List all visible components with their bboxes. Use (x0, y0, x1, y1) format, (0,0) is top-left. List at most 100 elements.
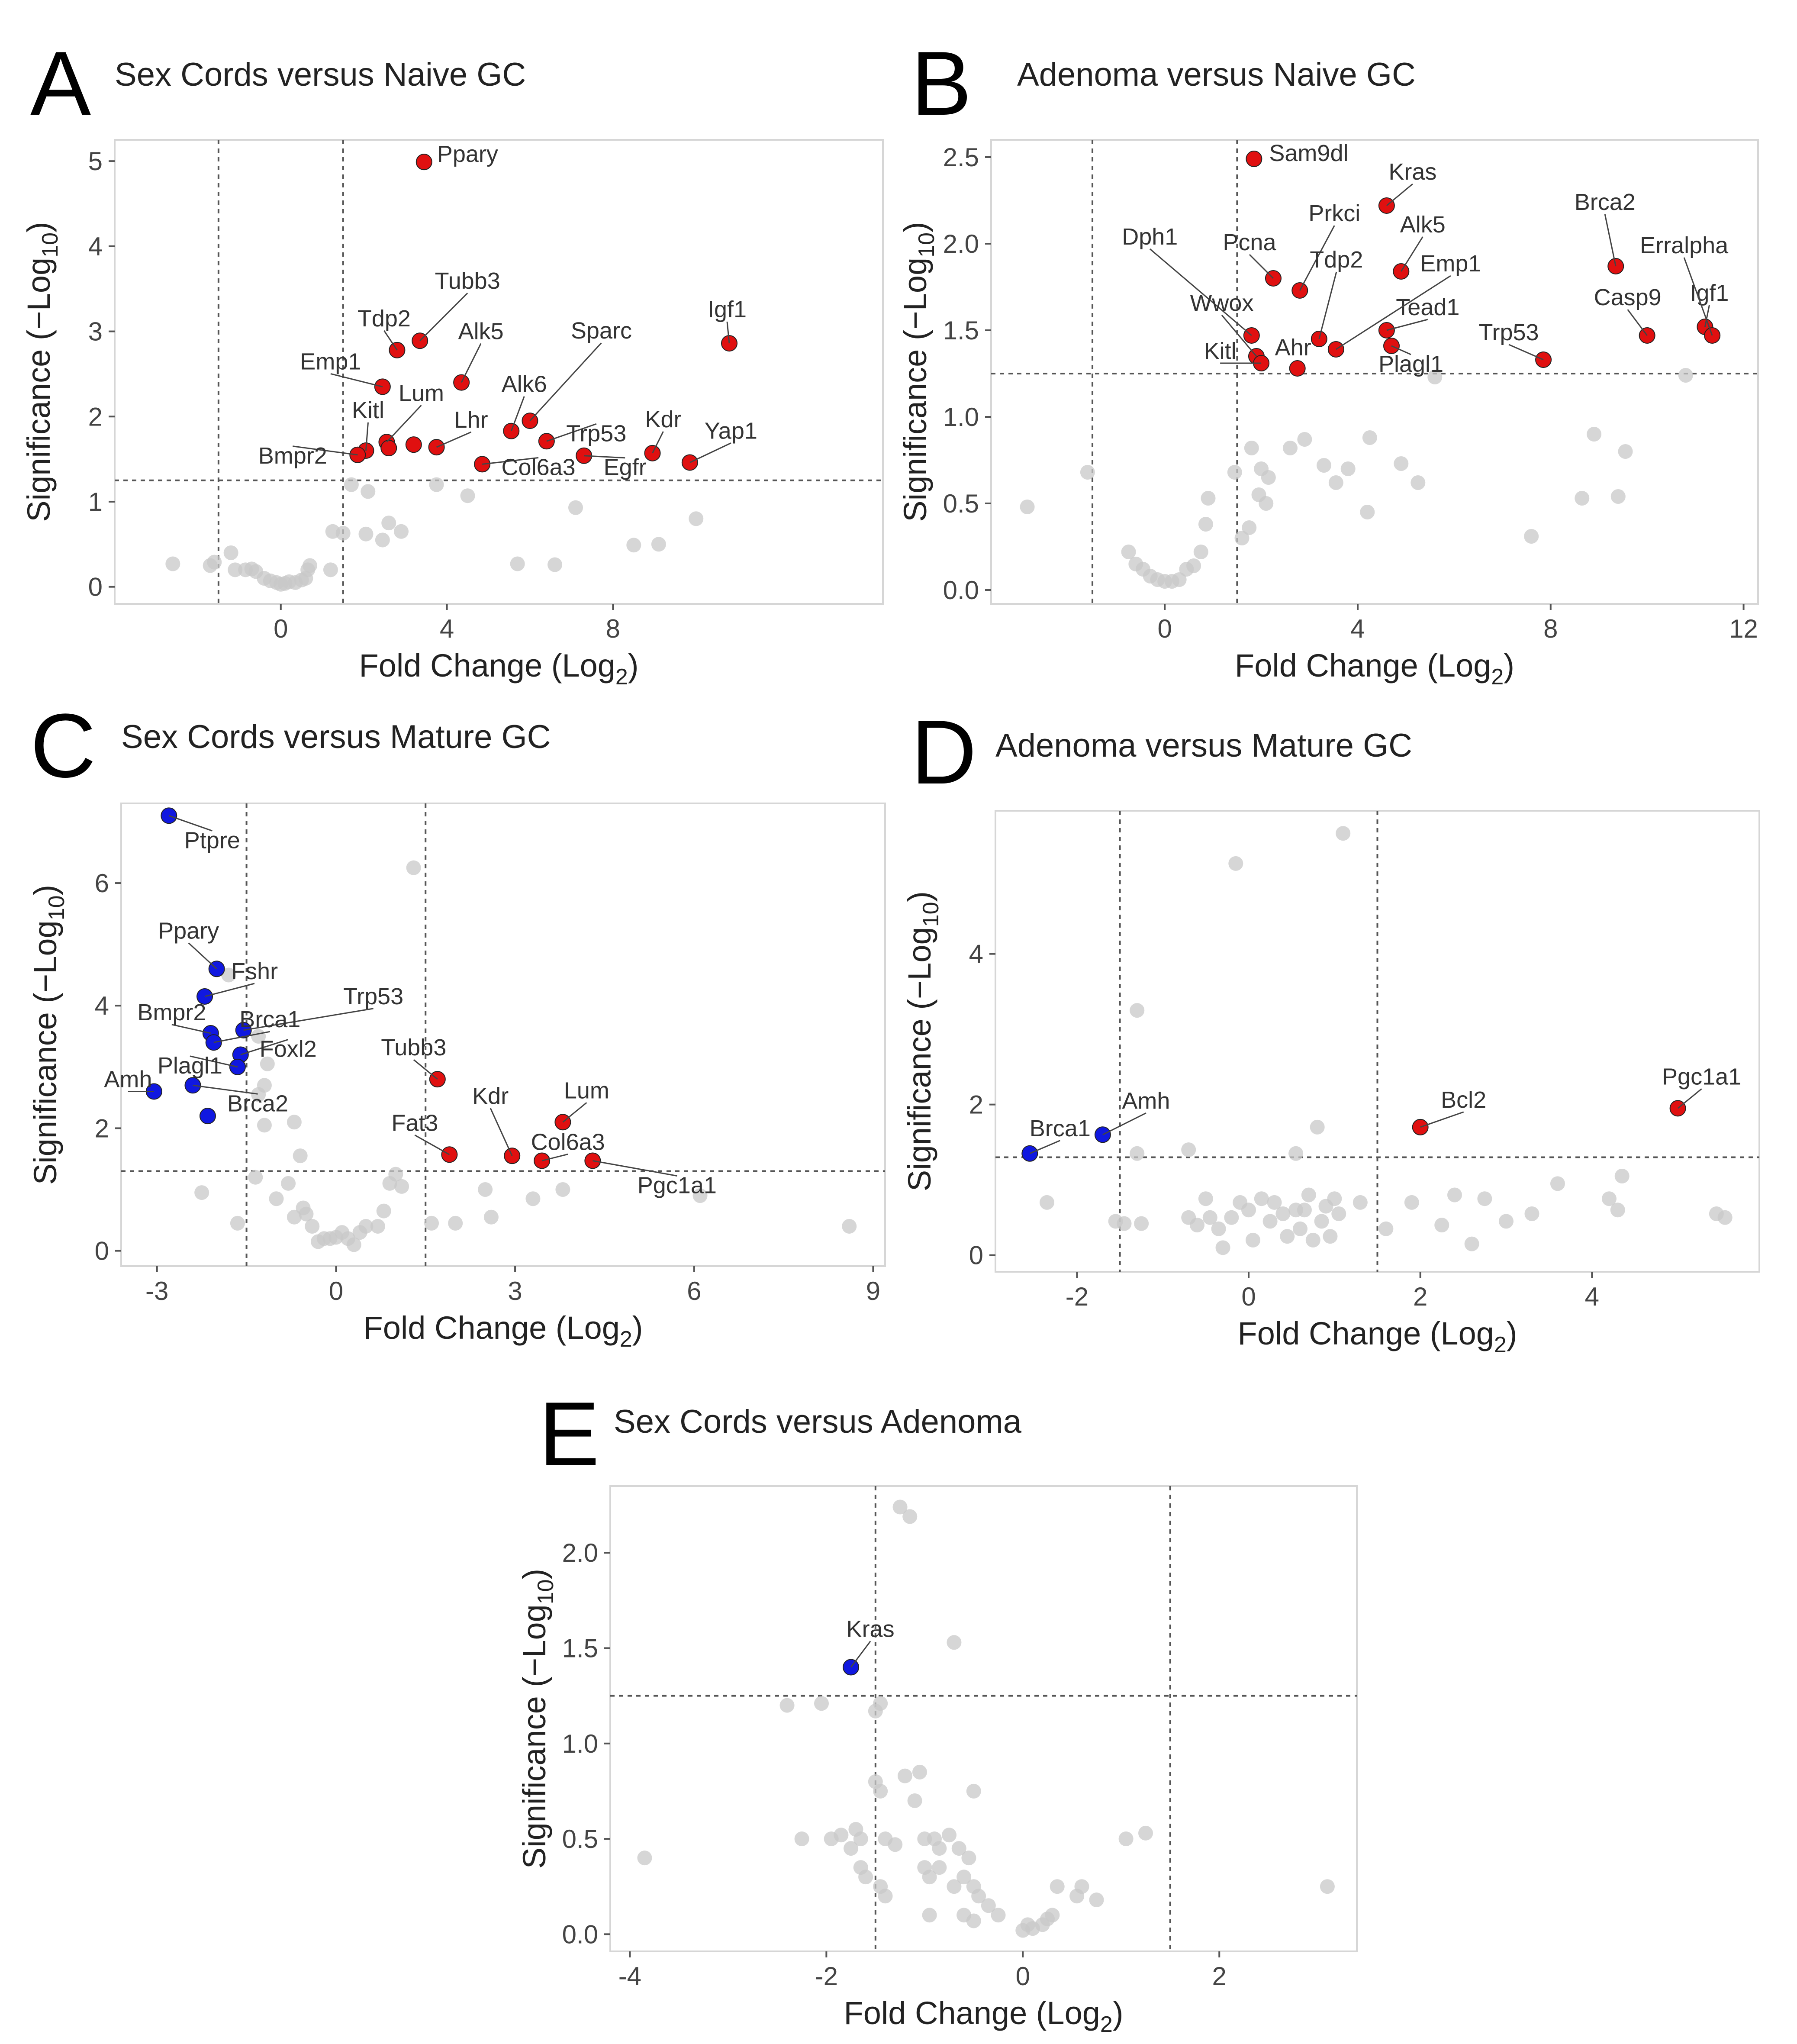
data-point-ns (1610, 489, 1626, 504)
panel-letter: B (911, 32, 972, 134)
gene-label: Trp53 (343, 983, 403, 1009)
plot-frame (990, 139, 1759, 605)
label-leader-line (1677, 1088, 1702, 1109)
data-point-ns (956, 1870, 972, 1885)
gene-label: Alk6 (502, 371, 547, 397)
data-point-ns (1717, 1210, 1733, 1225)
data-point-ns (510, 556, 525, 571)
panel-letter: A (30, 32, 91, 134)
data-point-ns (779, 1698, 795, 1713)
label-leader-line (1318, 271, 1337, 339)
gene-label: Brca2 (227, 1090, 288, 1116)
data-point-ns (1134, 1216, 1149, 1231)
data-point-ns (165, 556, 180, 571)
data-point-ns (1524, 1206, 1539, 1222)
gene-label: Plagl1 (158, 1053, 222, 1079)
data-point-ns (1193, 545, 1208, 559)
label-leader-line (419, 293, 468, 342)
data-point-ns (394, 524, 409, 539)
panel-title: Sex Cords versus Mature GC (121, 719, 551, 755)
data-point-ns (388, 1167, 403, 1182)
gene-label: Kras (847, 1616, 895, 1642)
gene-label: Wwox (1190, 290, 1253, 316)
gene-label: Kdr (472, 1083, 509, 1109)
data-point-ns (424, 1215, 439, 1231)
gene-label: Tubb3 (381, 1035, 446, 1061)
x-tick-label: 0 (274, 614, 288, 643)
gene-label: Tdp2 (357, 306, 411, 332)
label-leader-line (510, 396, 525, 432)
data-point-ns (1618, 444, 1633, 459)
data-point-ns (1074, 1879, 1089, 1894)
label-leader-line (1627, 309, 1648, 336)
data-point-ns (1121, 545, 1136, 559)
gene-label: Trp53 (1479, 319, 1539, 345)
gene-label: Foxl2 (260, 1036, 317, 1062)
gene-label: Igf1 (1690, 280, 1729, 306)
data-point-ns (381, 516, 396, 531)
y-tick-label: 2.0 (943, 229, 979, 258)
data-point-ns (1297, 432, 1312, 447)
data-point-ns (287, 1115, 302, 1130)
data-point-up (415, 154, 432, 171)
y-tick-label: 0 (88, 573, 103, 602)
data-point-ns (878, 1889, 893, 1904)
x-tick-label: -4 (618, 1962, 641, 1991)
data-point-ns (1362, 430, 1377, 445)
y-tick-label: 2 (969, 1090, 983, 1119)
label-leader-line (1508, 344, 1544, 361)
panel-letter: D (911, 701, 977, 803)
y-tick-label: 0.0 (562, 1920, 598, 1949)
y-tick-label: 5 (88, 147, 103, 176)
gene-label: Tdp2 (1310, 247, 1363, 273)
label-leader-line (1386, 183, 1413, 206)
label-leader-line (1420, 1111, 1464, 1128)
y-axis-label: Significance (−Log10) (21, 222, 63, 522)
label-leader-line (204, 983, 255, 997)
gene-label: Kitl (352, 397, 384, 423)
data-point-ns (1138, 1825, 1153, 1841)
gene-label: Tubb3 (435, 268, 500, 294)
y-axis-label: Significance (−Log10) (27, 885, 69, 1185)
label-leader-line (436, 431, 472, 448)
label-leader-line (171, 1024, 211, 1034)
data-point-ns (1259, 496, 1274, 511)
x-tick-label: 4 (1350, 614, 1365, 643)
label-leader-line (213, 1031, 271, 1043)
x-axis-label: Fold Change (Log2) (844, 1995, 1124, 2037)
y-tick-label: 0.5 (943, 489, 979, 518)
data-point-ns (1297, 1203, 1312, 1218)
data-point-ns (555, 1182, 570, 1197)
gene-label: Ppary (158, 918, 219, 944)
panel-c: C Sex Cords versus Mature GC -3 0 3 6 9 0 2 4 6 Fol… (27, 695, 886, 1352)
data-point-ns (1340, 461, 1356, 476)
x-tick-label: 12 (1729, 614, 1758, 643)
data-point-ns (248, 1170, 263, 1185)
data-point-ns (1477, 1191, 1492, 1206)
data-point-ns (1447, 1187, 1462, 1203)
label-leader-line (1102, 1112, 1146, 1135)
data-point-ns (1130, 1003, 1145, 1018)
label-leader-line (293, 445, 358, 456)
data-point-ns (1301, 1187, 1316, 1203)
data-point-ns (932, 1841, 947, 1856)
data-point-ns (1550, 1176, 1565, 1191)
data-point-ns (1678, 368, 1693, 383)
x-tick-label: -2 (1066, 1282, 1089, 1311)
gene-label: Col6a3 (531, 1129, 605, 1155)
gene-label: Bcl2 (1441, 1087, 1486, 1113)
data-point-ns (483, 1209, 499, 1225)
y-axis-label: Significance (−Log10) (897, 222, 939, 522)
data-point-up (405, 436, 422, 453)
y-tick-label: 4 (969, 940, 983, 969)
x-tick-label: 0 (1241, 1282, 1256, 1311)
y-tick-label: 2 (88, 402, 103, 431)
data-point-ns (358, 1219, 374, 1234)
gene-label: Lhr (454, 407, 488, 433)
data-point-ns (637, 1851, 652, 1866)
y-tick-label: 1.5 (943, 316, 979, 345)
data-point-ns (1242, 520, 1257, 535)
data-point-ns (966, 1783, 981, 1799)
data-point-ns (207, 555, 222, 570)
panel-letter: E (539, 1383, 599, 1485)
